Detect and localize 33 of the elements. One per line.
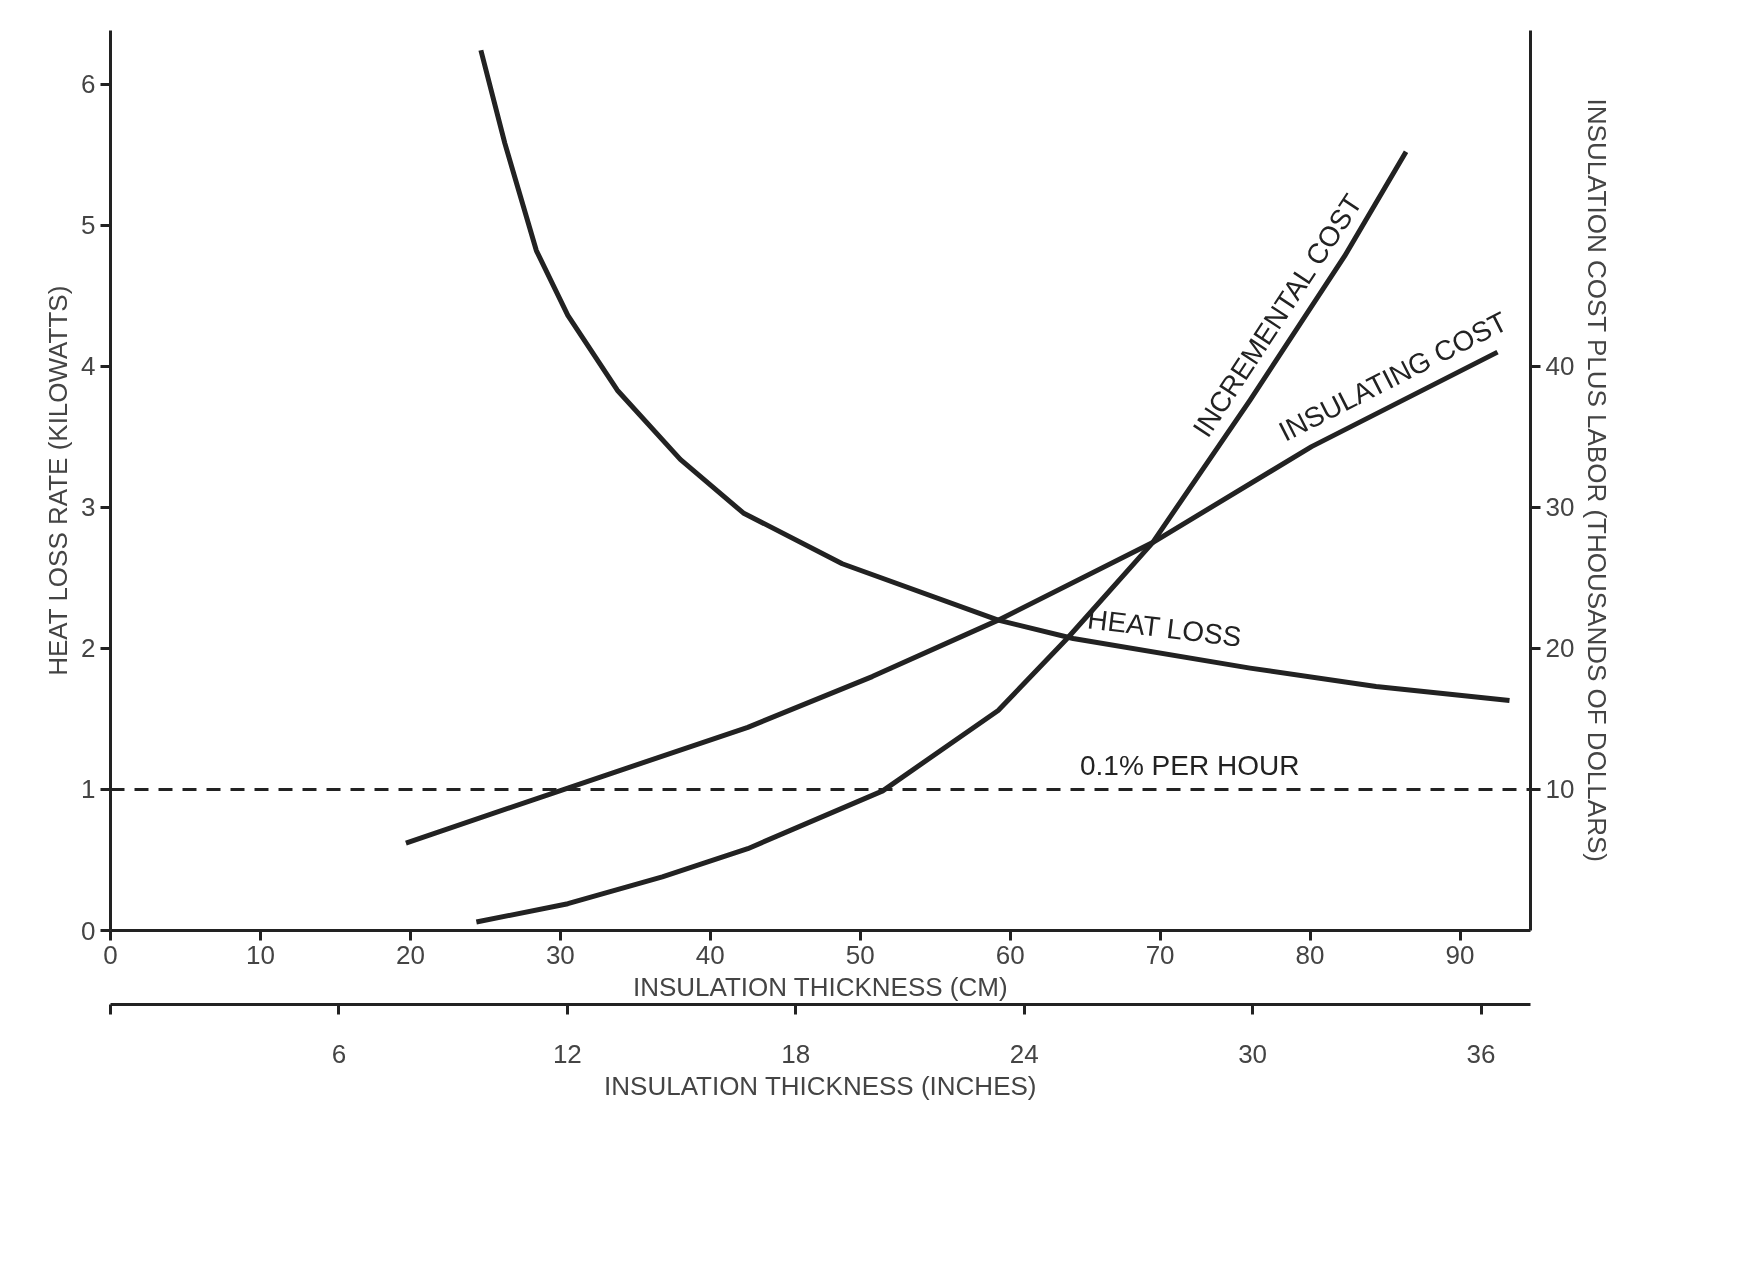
x-tick-label: 50	[845, 939, 875, 970]
y-axis-title: HEAT LOSS RATE (KILOWATTS)	[43, 285, 74, 676]
y2-tick-label: 30	[1545, 492, 1575, 523]
x2-tick-label: 18	[781, 1038, 811, 1069]
y2-tick-label: 20	[1545, 633, 1575, 664]
x2-tick-label: 24	[1009, 1038, 1039, 1069]
y-tick-label: 2	[81, 633, 96, 664]
x2-axis-title: INSULATION THICKNESS (INCHES)	[604, 1070, 1037, 1101]
y-tick-label: 0	[81, 915, 96, 946]
x-tick-label: 20	[395, 939, 425, 970]
x2-tick-label: 30	[1238, 1038, 1268, 1069]
x-tick-label: 80	[1295, 939, 1325, 970]
ref-line-label: 0.1% PER HOUR	[1080, 750, 1300, 782]
x-tick-label: 10	[245, 939, 275, 970]
text: HEAT LOSS	[1085, 603, 1244, 653]
x2-tick-label: 6	[331, 1038, 347, 1069]
x2-tick-label: 12	[552, 1038, 582, 1069]
x-axis-title: INSULATION THICKNESS (CM)	[632, 971, 1008, 1002]
y-tick-label: 1	[81, 774, 96, 805]
y2-tick-label: 40	[1545, 351, 1575, 382]
x-tick-label: 0	[103, 939, 118, 970]
y2-tick-label: 10	[1545, 774, 1575, 805]
y-tick-label: 3	[81, 492, 96, 523]
x-tick-label: 30	[545, 939, 575, 970]
x2-tick-label: 36	[1466, 1038, 1496, 1069]
y-tick-label: 5	[81, 210, 96, 241]
x-tick-label: 40	[695, 939, 725, 970]
x-tick-label: 90	[1445, 939, 1475, 970]
x-tick-label: 60	[995, 939, 1025, 970]
y-tick-label: 6	[81, 69, 96, 100]
y2-axis-title: INSULATION COST PLUS LABOR (THOUSANDS OF DOLLARS)	[1582, 98, 1613, 862]
y-tick-label: 4	[81, 351, 96, 382]
x-tick-label: 70	[1145, 939, 1175, 970]
